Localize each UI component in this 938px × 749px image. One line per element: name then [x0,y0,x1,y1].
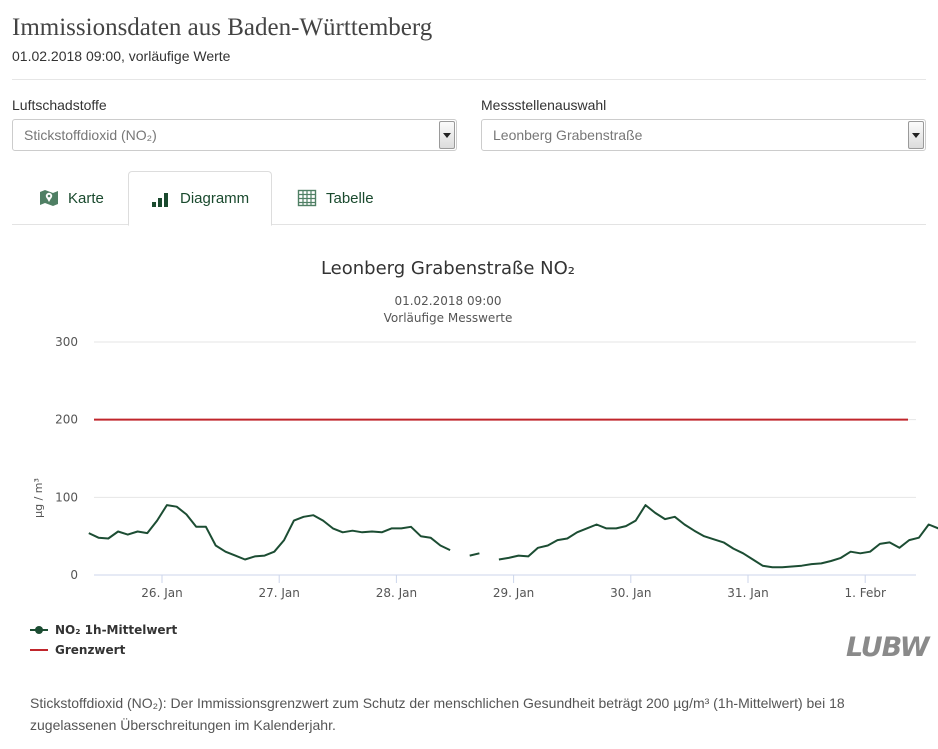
x-tick-label: 30. Jan [610,586,651,600]
header-divider [12,79,926,80]
legend-limit-marker [30,649,48,651]
station-select-value: Leonberg Grabenstraße [493,127,643,143]
x-tick-label: 28. Jan [376,586,417,600]
chart-legend: NO₂ 1h-Mittelwert Grenzwert [30,620,177,660]
legend-item-no2[interactable]: NO₂ 1h-Mittelwert [30,620,177,640]
lubw-logo: LUBW [846,632,930,663]
x-tick-label: 29. Jan [493,586,534,600]
x-tick-label: 1. Febr [844,586,886,600]
footnote-text: Stickstoffdioxid (NO₂): Der Immissionsgr… [30,695,845,733]
view-tabs: Karte Diagramm Tabelle [12,171,926,226]
tab-karte[interactable]: Karte [17,171,126,225]
no2-series-line[interactable] [88,504,938,571]
tab-diagramm-label: Diagramm [180,190,250,207]
y-axis-title: µg / m³ [32,478,45,518]
table-icon [297,188,317,208]
legend-item-limit[interactable]: Grenzwert [30,640,177,660]
x-tick-label: 26. Jan [141,586,182,600]
legend-series-marker [30,626,48,634]
page-title: Immissionsdaten aus Baden-Württemberg [12,14,433,41]
y-tick-label: 0 [70,568,78,582]
pollutant-dropdown-button[interactable] [439,121,455,149]
x-tick-label: 31. Jan [727,586,768,600]
map-icon [39,188,59,208]
tab-tabelle-label: Tabelle [326,189,374,207]
pollutant-select-value: Stickstoffdioxid (NO₂) [24,127,157,143]
pollutant-label: Luftschadstoffe [12,97,107,113]
station-label: Messstellenauswahl [481,97,607,113]
legend-label-no2: NO₂ 1h-Mittelwert [55,623,178,637]
x-tick-label: 27. Jan [258,586,299,600]
chevron-down-icon [912,133,920,138]
pollutant-select[interactable]: Stickstoffdioxid (NO₂) [12,119,457,151]
y-tick-label: 300 [55,335,78,349]
bar-chart-icon [151,189,171,209]
chart-title: Leonberg Grabenstraße NO₂ [321,258,575,279]
station-select[interactable]: Leonberg Grabenstraße [481,119,926,151]
no2-line-chart: Leonberg Grabenstraße NO₂ 01.02.2018 09:… [32,258,938,600]
tab-karte-label: Karte [68,189,104,207]
tab-diagramm[interactable]: Diagramm [128,171,273,226]
chart-subtitle-date: 01.02.2018 09:00 [394,294,501,308]
tab-tabelle[interactable]: Tabelle [275,171,396,225]
page-subtitle: 01.02.2018 09:00, vorläufige Werte [12,48,231,64]
chevron-down-icon [443,133,451,138]
station-dropdown-button[interactable] [908,121,924,149]
legend-label-limit: Grenzwert [55,643,126,657]
y-tick-label: 200 [55,413,78,427]
y-tick-label: 100 [55,490,78,504]
chart-subtitle-note: Vorläufige Messwerte [384,311,513,325]
